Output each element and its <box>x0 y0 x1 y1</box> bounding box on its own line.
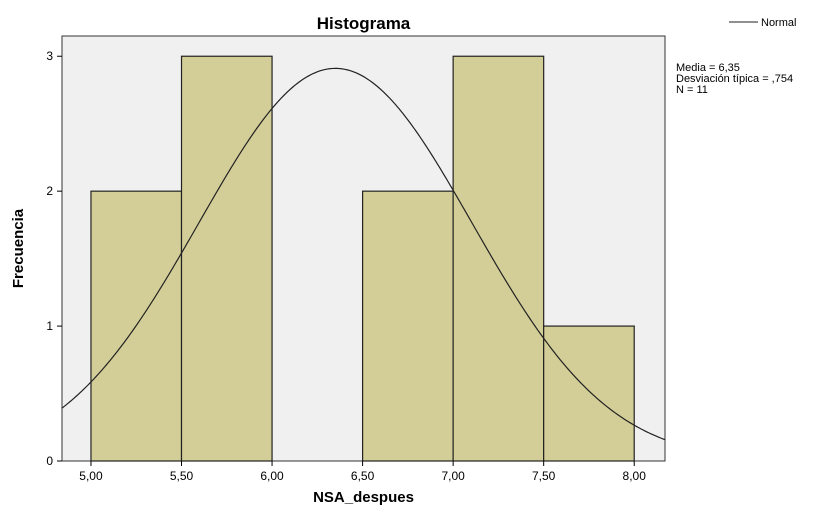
x-axis-label: NSA_despues <box>313 489 414 506</box>
x-tick-label: 6,00 <box>260 469 284 483</box>
y-tick-label: 3 <box>46 49 53 63</box>
x-tick-label: 5,00 <box>79 469 103 483</box>
stat-std-dev: Desviación típica = ,754 <box>676 73 793 85</box>
normal-curve <box>61 67 666 441</box>
y-tick-label: 2 <box>46 184 53 198</box>
legend-normal-label: Normal <box>761 17 796 29</box>
y-tick-label: 0 <box>46 454 53 468</box>
histogram-bar <box>180 55 273 462</box>
stat-mean: Media = 6,35 <box>676 62 740 74</box>
y-axis-label: Frecuencia <box>10 208 27 288</box>
x-tick-label: 6,50 <box>351 469 375 483</box>
x-tick-label: 8,00 <box>623 469 647 483</box>
chart-title: Histograma <box>317 14 411 33</box>
x-tick-label: 7,50 <box>532 469 556 483</box>
stat-n: N = 11 <box>676 84 708 96</box>
x-tick-label: 5,50 <box>170 469 194 483</box>
x-tick-label: 7,00 <box>441 469 465 483</box>
histogram-bar <box>452 55 545 462</box>
y-tick-label: 1 <box>46 319 53 333</box>
histogram-bar <box>361 190 454 462</box>
histogram-bar <box>543 325 635 462</box>
